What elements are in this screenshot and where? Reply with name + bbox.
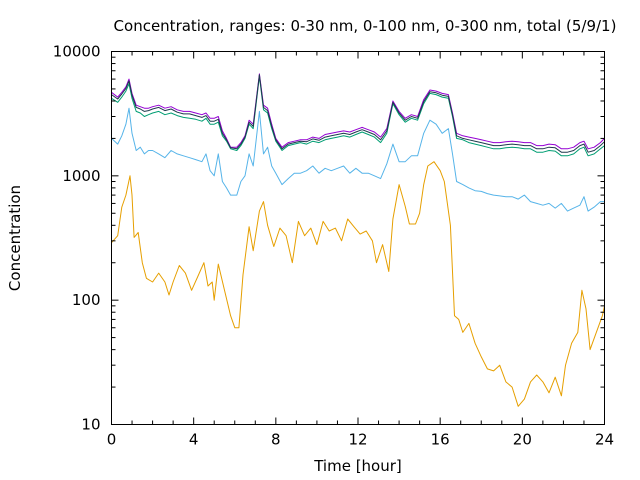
chart-title: Concentration, ranges: 0-30 nm, 0-100 nm…: [114, 17, 617, 35]
series-line-1: [111, 161, 605, 407]
y-tick-label: 10000: [53, 43, 101, 61]
x-axis-title: Time [hour]: [313, 457, 402, 475]
series-line-4: [111, 73, 605, 150]
x-tick-label: 12: [348, 431, 367, 449]
series-line-3: [111, 75, 605, 157]
x-tick-label: 16: [431, 431, 450, 449]
y-tick-label: 100: [72, 291, 101, 309]
y-tick-label: 10: [81, 416, 100, 434]
series-line-2: [111, 107, 605, 212]
x-tick-label: 0: [107, 431, 117, 449]
x-tick-label: 4: [189, 431, 199, 449]
x-axis: 0 4 8 12 16 20 24: [107, 51, 614, 449]
series-line-5: [111, 74, 605, 153]
y-tick-label: 1000: [62, 167, 100, 185]
plot-frame: [111, 51, 605, 425]
x-tick-label: 20: [513, 431, 532, 449]
x-tick-label: 8: [271, 431, 281, 449]
y-axis-title: Concentration: [6, 185, 24, 291]
y-axis: 10 100 1000 10000: [53, 43, 605, 434]
x-tick-label: 24: [595, 431, 614, 449]
series-group: [111, 73, 605, 407]
plot-area: [111, 51, 605, 425]
